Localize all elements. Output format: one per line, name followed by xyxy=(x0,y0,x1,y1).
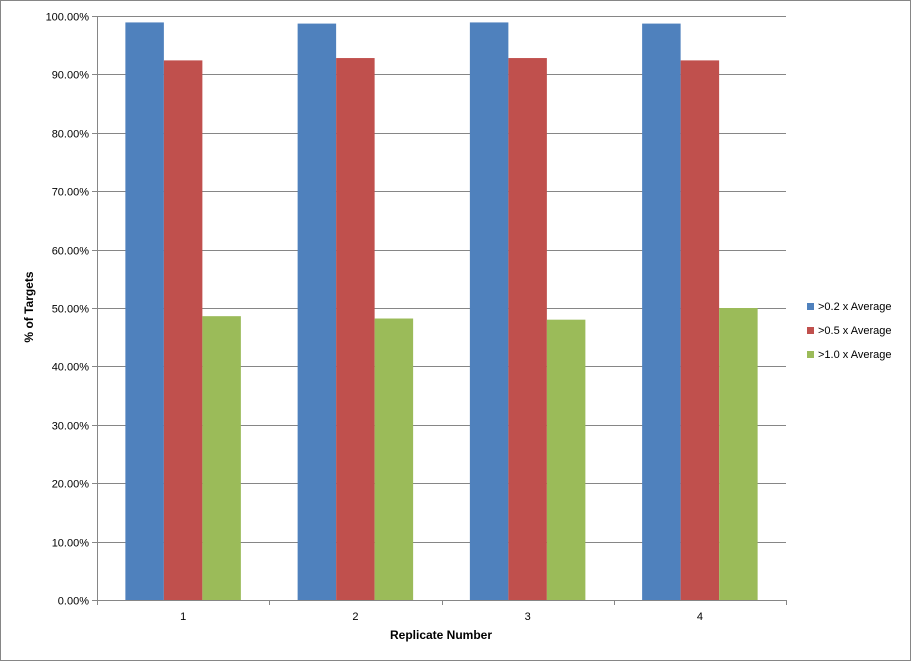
x-tick-label: 3 xyxy=(525,611,531,623)
y-tick-label: 80.00% xyxy=(52,129,90,141)
x-tick-label: 2 xyxy=(352,611,358,623)
y-tick-label: 10.00% xyxy=(52,538,90,550)
y-tick-label: 30.00% xyxy=(52,421,90,433)
bar xyxy=(297,23,337,601)
legend-label: >0.5 x Average xyxy=(818,325,892,337)
bar xyxy=(163,60,203,601)
y-tick-label: 40.00% xyxy=(52,362,90,374)
y-tick-label: 50.00% xyxy=(52,304,90,316)
bar xyxy=(374,318,414,600)
y-tick-label: 20.00% xyxy=(52,479,90,491)
bar xyxy=(125,22,164,600)
legend-swatch xyxy=(807,327,814,334)
axes xyxy=(92,16,787,605)
legend-swatch xyxy=(807,303,814,310)
tick-labels: 0.00% 10.00% 20.00% 30.00% 40.00% 50.00% 60.00… xyxy=(46,12,703,624)
bar xyxy=(719,308,758,600)
bar xyxy=(202,316,241,600)
x-tick-label: 4 xyxy=(697,611,703,623)
y-tick-label: 60.00% xyxy=(52,246,90,258)
x-axis-title: Replicate Number xyxy=(390,628,492,642)
y-tick-label: 100.00% xyxy=(46,12,90,24)
bar xyxy=(336,58,375,601)
legend-swatch xyxy=(807,351,814,358)
x-tick-label: 1 xyxy=(180,611,186,623)
bar xyxy=(680,60,720,601)
y-tick-label: 0.00% xyxy=(58,596,89,608)
bar xyxy=(469,22,509,600)
bar xyxy=(508,58,547,601)
bars xyxy=(125,22,758,601)
legend-label: >0.2 x Average xyxy=(818,301,892,313)
y-tick-label: 70.00% xyxy=(52,187,90,199)
bar xyxy=(546,319,586,600)
legend-label: >1.0 x Average xyxy=(818,349,892,361)
bar xyxy=(642,23,681,601)
y-axis-title: % of Targets xyxy=(22,271,36,342)
legend: >0.2 x Average >0.5 x Average >1.0 x Avera… xyxy=(807,301,892,361)
y-tick-label: 90.00% xyxy=(52,70,90,82)
